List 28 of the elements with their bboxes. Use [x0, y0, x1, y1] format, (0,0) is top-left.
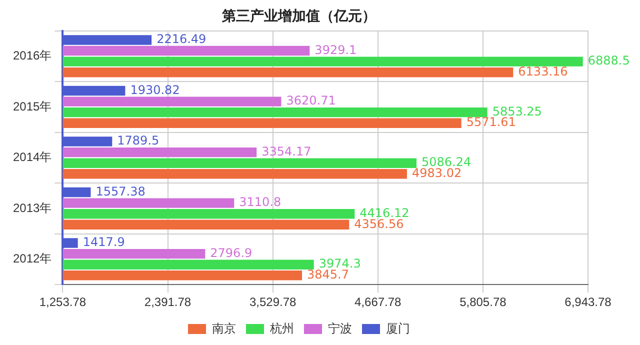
data-label: 6888.5: [588, 54, 630, 68]
chart-title: 第三产业增加值（亿元）: [221, 7, 376, 24]
data-label: 1930.82: [130, 82, 180, 97]
y-tick-label: 2014年: [12, 150, 52, 164]
data-label: 3354.17: [262, 144, 312, 158]
data-label: 1417.9: [82, 235, 125, 250]
x-tick-label: 5,805.78: [460, 295, 507, 310]
legend-label: 厦门: [386, 321, 410, 336]
x-tick-label: 2,391.78: [144, 295, 192, 310]
data-label: 1789.5: [117, 134, 160, 148]
y-tick-label: 2012年: [12, 252, 52, 266]
y-tick-label: 2015年: [12, 99, 52, 114]
data-label: 2796.9: [210, 246, 252, 260]
x-tick-label: 3,529.78: [249, 295, 296, 310]
y-tick-label: 2016年: [12, 48, 52, 62]
data-label: 3620.71: [286, 94, 336, 108]
data-label: 3929.1: [314, 42, 357, 57]
data-label: 1557.38: [96, 184, 146, 198]
x-tick-label: 1,253.78: [39, 295, 86, 310]
data-label: 2216.49: [156, 32, 206, 46]
data-label: 3110.8: [239, 195, 282, 210]
x-tick-label: 4,667.78: [354, 295, 402, 310]
legend-label: 杭州: [269, 321, 294, 336]
x-tick-label: 6,943.78: [564, 295, 612, 310]
data-label: 6133.16: [518, 64, 568, 78]
y-tick-label: 2013年: [12, 200, 52, 215]
legend-label: 宁波: [328, 321, 352, 336]
legend-label: 南京: [212, 321, 236, 336]
